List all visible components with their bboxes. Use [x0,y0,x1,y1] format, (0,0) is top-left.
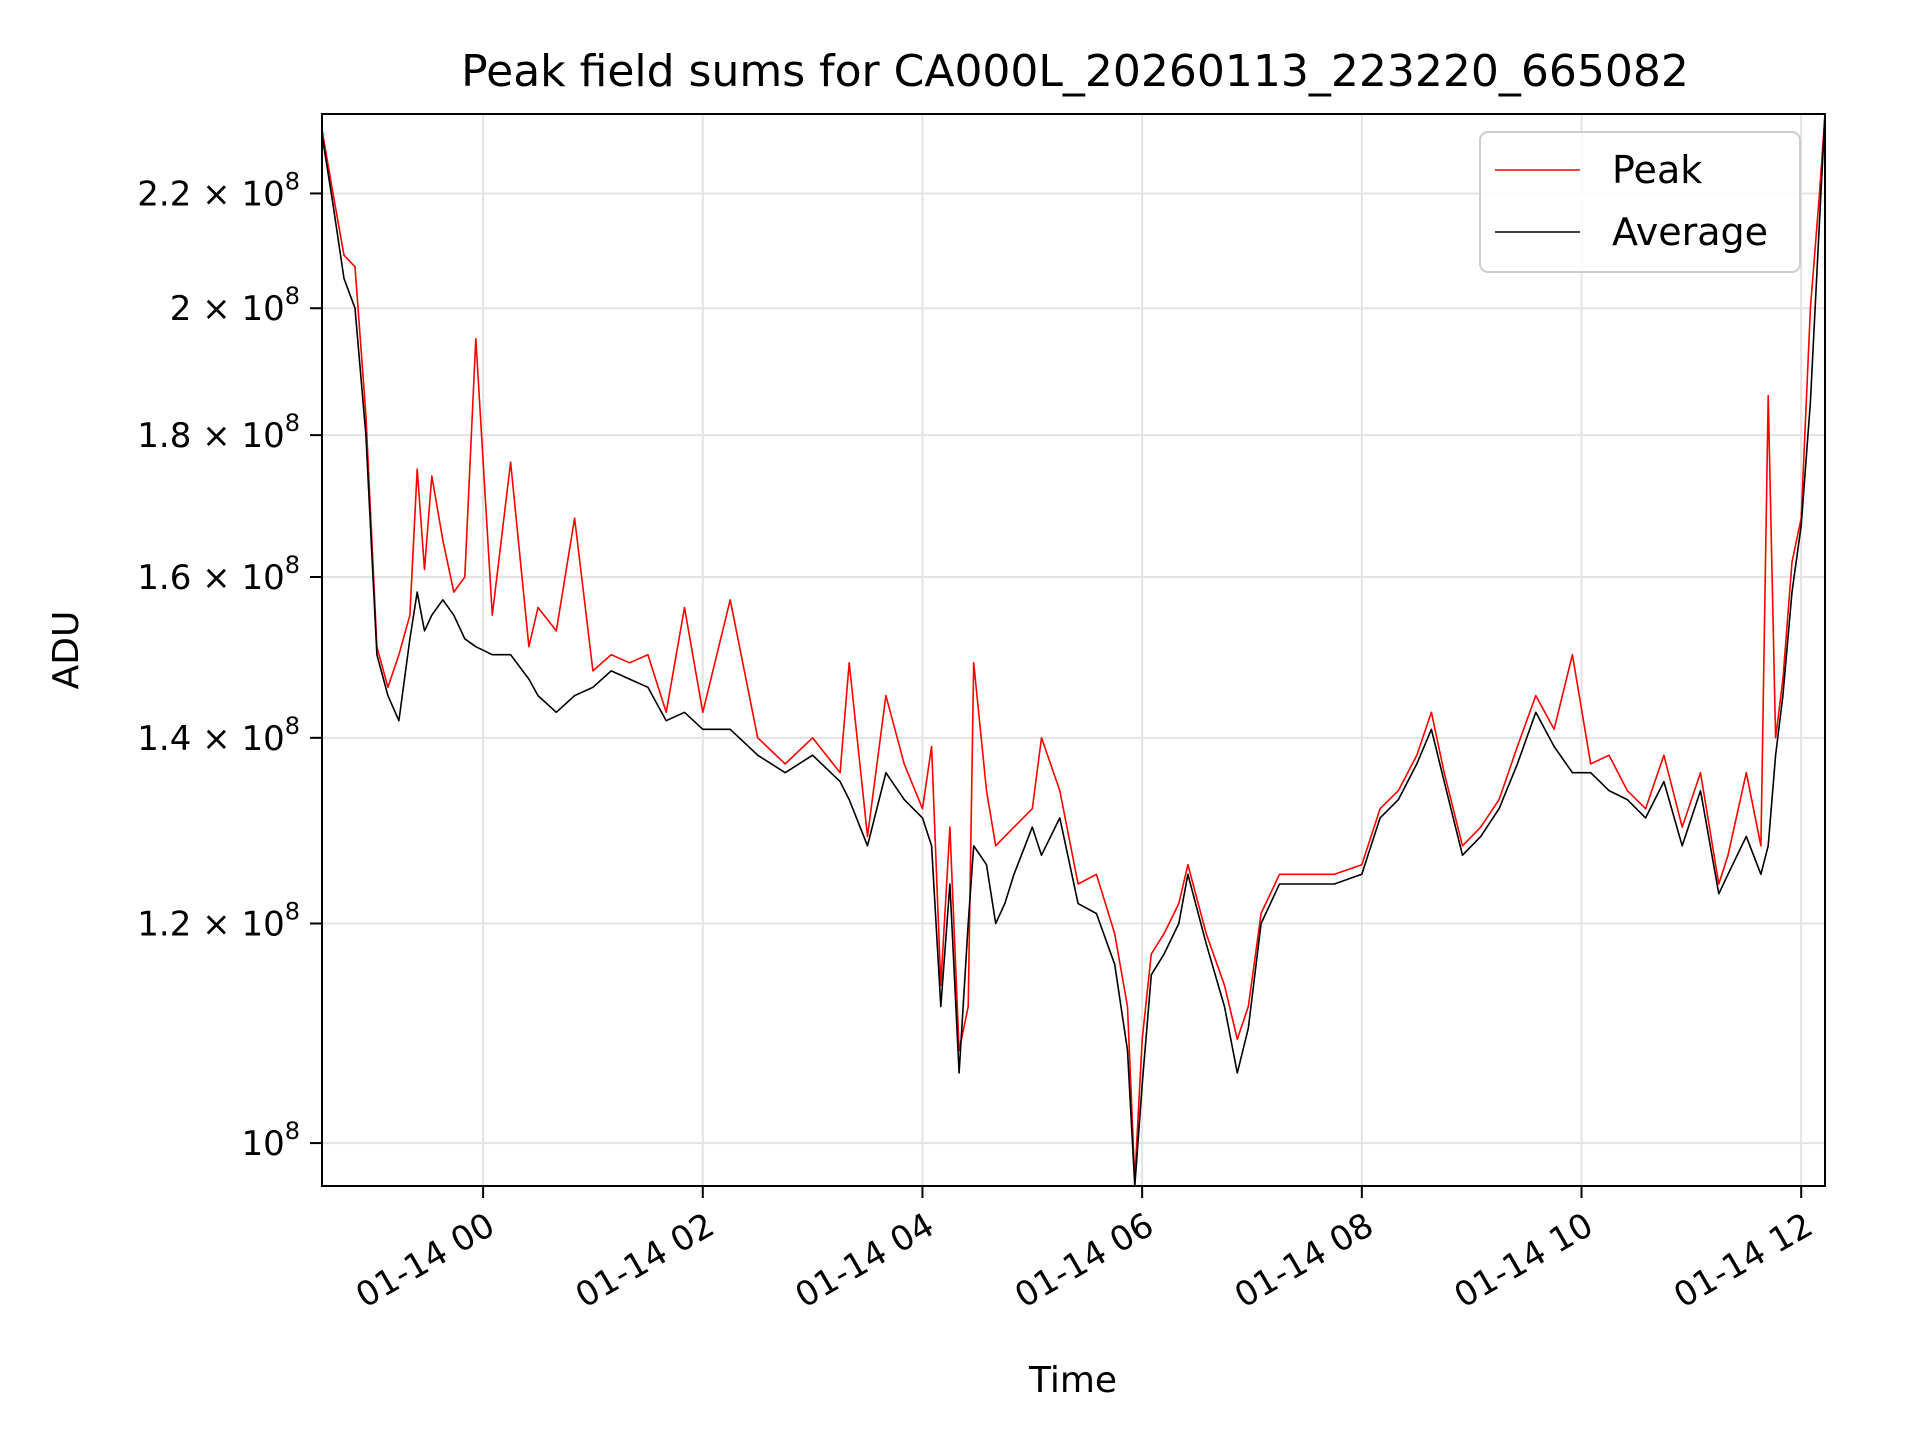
y-axis-label: ADU [46,611,87,690]
y-tick-mantissa: 2 [170,289,192,329]
y-tick-times-sign: × [191,289,241,329]
y-tick-label: 1.8 × 108 [137,409,300,456]
y-tick-label: 2.2 × 108 [137,167,300,214]
y-tick-exponent: 8 [285,282,300,310]
y-tick-base: 10 [241,416,284,456]
legend: Peak Average [1479,131,1801,273]
y-tick-label: 1.4 × 108 [137,712,300,759]
y-tick-exponent: 8 [285,897,300,925]
grid-layer [322,114,1825,1186]
y-tick-exponent: 8 [285,712,300,740]
chart-title: Peak field sums for CA000L_20260113_2232… [461,46,1689,97]
x-axis-label: Time [1028,1360,1117,1401]
plot-area-frame [321,113,1826,1187]
y-tick-exponent: 8 [285,551,300,579]
y-tick-base: 10 [241,904,284,944]
series-line-average [322,114,1825,1186]
y-tick-mantissa: 1.6 [137,558,191,598]
y-tick-base: 10 [241,174,284,214]
series-line-peak [322,114,1825,1181]
y-tick-mantissa: 1.8 [137,416,191,456]
y-tick-label: 1.2 × 108 [137,897,300,944]
y-tick-base: 10 [241,719,284,759]
y-tick-times-sign: × [191,174,241,214]
legend-label-average: Average [1612,210,1768,254]
series-layer [322,114,1825,1186]
y-tick-mantissa: 1.4 [137,719,191,759]
y-tick-times-sign: × [191,719,241,759]
legend-label-peak: Peak [1612,148,1702,192]
y-tick-times-sign: × [191,904,241,944]
y-tick-exponent: 8 [285,409,300,437]
y-tick-base: 10 [241,289,284,329]
y-tick-exponent: 8 [285,167,300,195]
y-tick-times-sign: × [191,558,241,598]
y-tick-label: 2 × 108 [170,282,300,329]
y-tick-base: 10 [241,558,284,598]
y-tick-label: 1.6 × 108 [137,551,300,598]
legend-box [1479,131,1801,273]
y-tick-mantissa: 2.2 [137,174,191,214]
y-tick-exponent: 8 [285,1117,300,1145]
y-tick-times-sign: × [191,416,241,456]
y-tick-label: 108 [241,1117,300,1164]
y-tick-mantissa: 1.2 [137,904,191,944]
y-tick-base: 10 [241,1124,284,1164]
